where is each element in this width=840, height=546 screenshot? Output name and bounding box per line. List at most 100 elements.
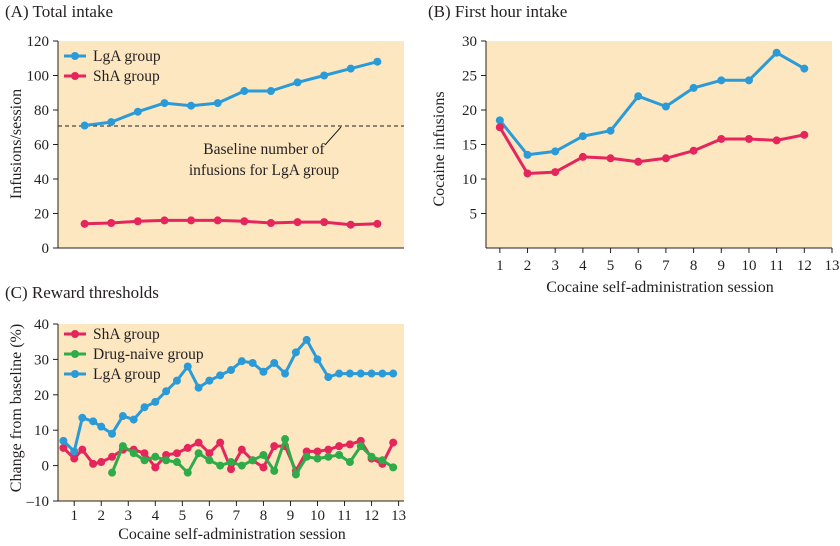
data-point-lga <box>172 376 181 385</box>
data-point-lga <box>606 126 615 135</box>
data-point-sha <box>495 123 504 132</box>
data-point-sha <box>108 452 117 461</box>
data-point-sha <box>78 445 87 454</box>
x-tick-label: 5 <box>607 258 615 274</box>
x-tick-label: 6 <box>206 508 214 524</box>
data-point-sha <box>240 217 249 226</box>
x-tick-label: 3 <box>125 508 133 524</box>
y-tick-label: 20 <box>462 103 477 119</box>
panel-a-ylabel: Infusions/session <box>8 89 25 199</box>
data-point-naive <box>108 468 117 477</box>
data-point-naive <box>151 452 160 461</box>
x-tick-label: 5 <box>179 508 187 524</box>
data-point-sha <box>345 440 354 449</box>
legend-sha-label: ShA group <box>93 68 160 85</box>
data-point-lga <box>160 99 169 108</box>
legend-lga-label: LgA group <box>93 48 161 65</box>
data-point-lga <box>227 366 235 375</box>
series-line-lga <box>84 60 378 127</box>
x-tick-label: 13 <box>391 508 406 524</box>
data-point-lga <box>744 76 753 85</box>
data-point-lga <box>216 371 225 380</box>
x-tick-label: 11 <box>769 258 783 274</box>
data-point-sha <box>634 157 643 166</box>
data-point-lga <box>335 369 344 378</box>
legend-c-naive-label: Drug-naive group <box>93 346 204 363</box>
panel-a-baseline-label-2: infusions for LgA group <box>189 162 340 179</box>
data-point-naive <box>389 463 398 472</box>
data-point-lga <box>378 369 387 378</box>
data-point-naive <box>313 454 322 463</box>
legend-c-naive-marker <box>71 350 79 358</box>
data-point-lga <box>240 87 249 96</box>
data-point-lga <box>266 87 275 96</box>
data-point-naive <box>335 450 344 459</box>
data-point-sha <box>187 216 196 225</box>
panel-a-plot-area <box>58 41 404 248</box>
data-point-sha <box>578 152 587 161</box>
data-point-lga <box>324 373 333 382</box>
x-tick-label: 9 <box>287 508 295 524</box>
data-point-sha <box>160 216 169 225</box>
panel-c-title: (C) Reward thresholds <box>5 283 159 302</box>
data-point-lga <box>133 107 142 116</box>
y-tick-label: 5 <box>470 207 478 223</box>
data-point-lga <box>389 369 398 378</box>
x-tick-label: 7 <box>233 508 241 524</box>
data-point-sha <box>661 154 670 163</box>
data-point-sha <box>133 217 142 226</box>
data-point-naive <box>129 449 138 458</box>
data-point-lga <box>800 64 809 73</box>
series-line-sha <box>498 126 805 175</box>
data-point-sha <box>216 438 225 447</box>
data-point-naive <box>345 458 354 467</box>
x-tick-label: 12 <box>797 258 812 274</box>
data-point-lga <box>772 48 781 57</box>
data-point-sha <box>389 438 398 447</box>
panel-a-baseline-label-1: Baseline number of <box>203 141 325 158</box>
panel-a-title: (A) Total intake <box>5 2 113 21</box>
data-point-sha <box>89 459 98 468</box>
panel-c-ylabel: Change from baseline (%) <box>8 324 25 492</box>
data-point-lga <box>213 99 222 108</box>
y-tick-label: 0 <box>42 241 50 257</box>
x-tick-label: 6 <box>634 258 642 274</box>
legend-c-sha-label: ShA group <box>93 326 160 343</box>
data-point-lga <box>118 412 127 421</box>
data-point-sha <box>293 218 302 227</box>
data-point-naive <box>356 442 365 451</box>
data-point-sha <box>266 218 275 227</box>
data-point-naive <box>205 456 214 465</box>
data-point-naive <box>172 458 181 467</box>
data-point-sha <box>523 169 532 178</box>
y-tick-label: 100 <box>27 69 50 85</box>
data-point-sha <box>606 154 615 163</box>
legend-c-lga-label: LgA group <box>93 366 161 383</box>
series-line-lga <box>498 51 806 157</box>
data-point-naive <box>194 449 203 458</box>
data-point-sha <box>183 443 192 452</box>
data-point-lga <box>194 383 203 392</box>
y-tick-label: 20 <box>34 388 49 404</box>
data-point-lga <box>97 422 106 431</box>
data-point-lga <box>151 397 160 406</box>
data-point-sha <box>551 168 560 177</box>
x-tick-label: 2 <box>98 508 106 524</box>
data-point-lga <box>248 358 257 367</box>
data-point-lga <box>259 367 268 376</box>
data-point-lga <box>107 118 116 127</box>
panel-b-xlabel: Cocaine self-administration session <box>546 279 774 296</box>
data-point-sha <box>107 218 116 227</box>
data-point-naive <box>270 466 279 475</box>
data-point-sha <box>172 449 181 458</box>
x-tick-label: 4 <box>152 508 160 524</box>
y-tick-label: 10 <box>34 423 49 439</box>
data-point-sha <box>205 449 214 458</box>
data-point-sha <box>237 445 246 454</box>
data-point-lga <box>346 64 355 73</box>
x-tick-label: 7 <box>662 258 670 274</box>
data-point-sha <box>194 438 203 447</box>
data-point-lga <box>59 436 68 445</box>
